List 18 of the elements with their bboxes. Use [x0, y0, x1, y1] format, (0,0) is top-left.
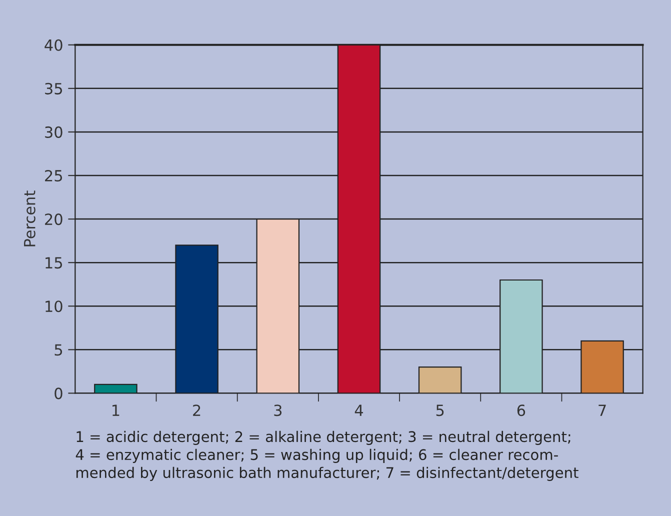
y-tick-label: 40: [44, 39, 62, 51]
y-tick-label: 10: [46, 300, 62, 312]
y-tick-label: 35: [45, 82, 62, 94]
text: 1 = acidic detergent; 2 = alkaline detergent; 3 = neutral detergent; 4 = enzymatic cleaner; 5 = washing up liquid; 6 = cleaner recom- mended by ultrasonic bath manufacturer; 7 = disinfectant/detergent: [76, 430, 578, 481]
y-tick-label: 15: [46, 257, 62, 269]
x-tick-label: 1: [112, 404, 120, 416]
x-tick-label: 6: [517, 404, 526, 416]
y-tick-label: 5: [54, 344, 62, 356]
y-tick-label: 0: [54, 388, 62, 400]
x-tick-label: 2: [193, 404, 200, 416]
y-tick-label: 20: [45, 214, 62, 226]
x-tick-label: 7: [598, 404, 606, 416]
x-tick-label: 4: [354, 404, 363, 416]
y-tick-label: 25: [45, 170, 62, 182]
x-tick-label: 5: [436, 404, 444, 416]
x-tick-label: 3: [274, 404, 282, 416]
y-tick-label: 30: [45, 126, 62, 138]
y-axis-title: Percent: [24, 190, 36, 246]
